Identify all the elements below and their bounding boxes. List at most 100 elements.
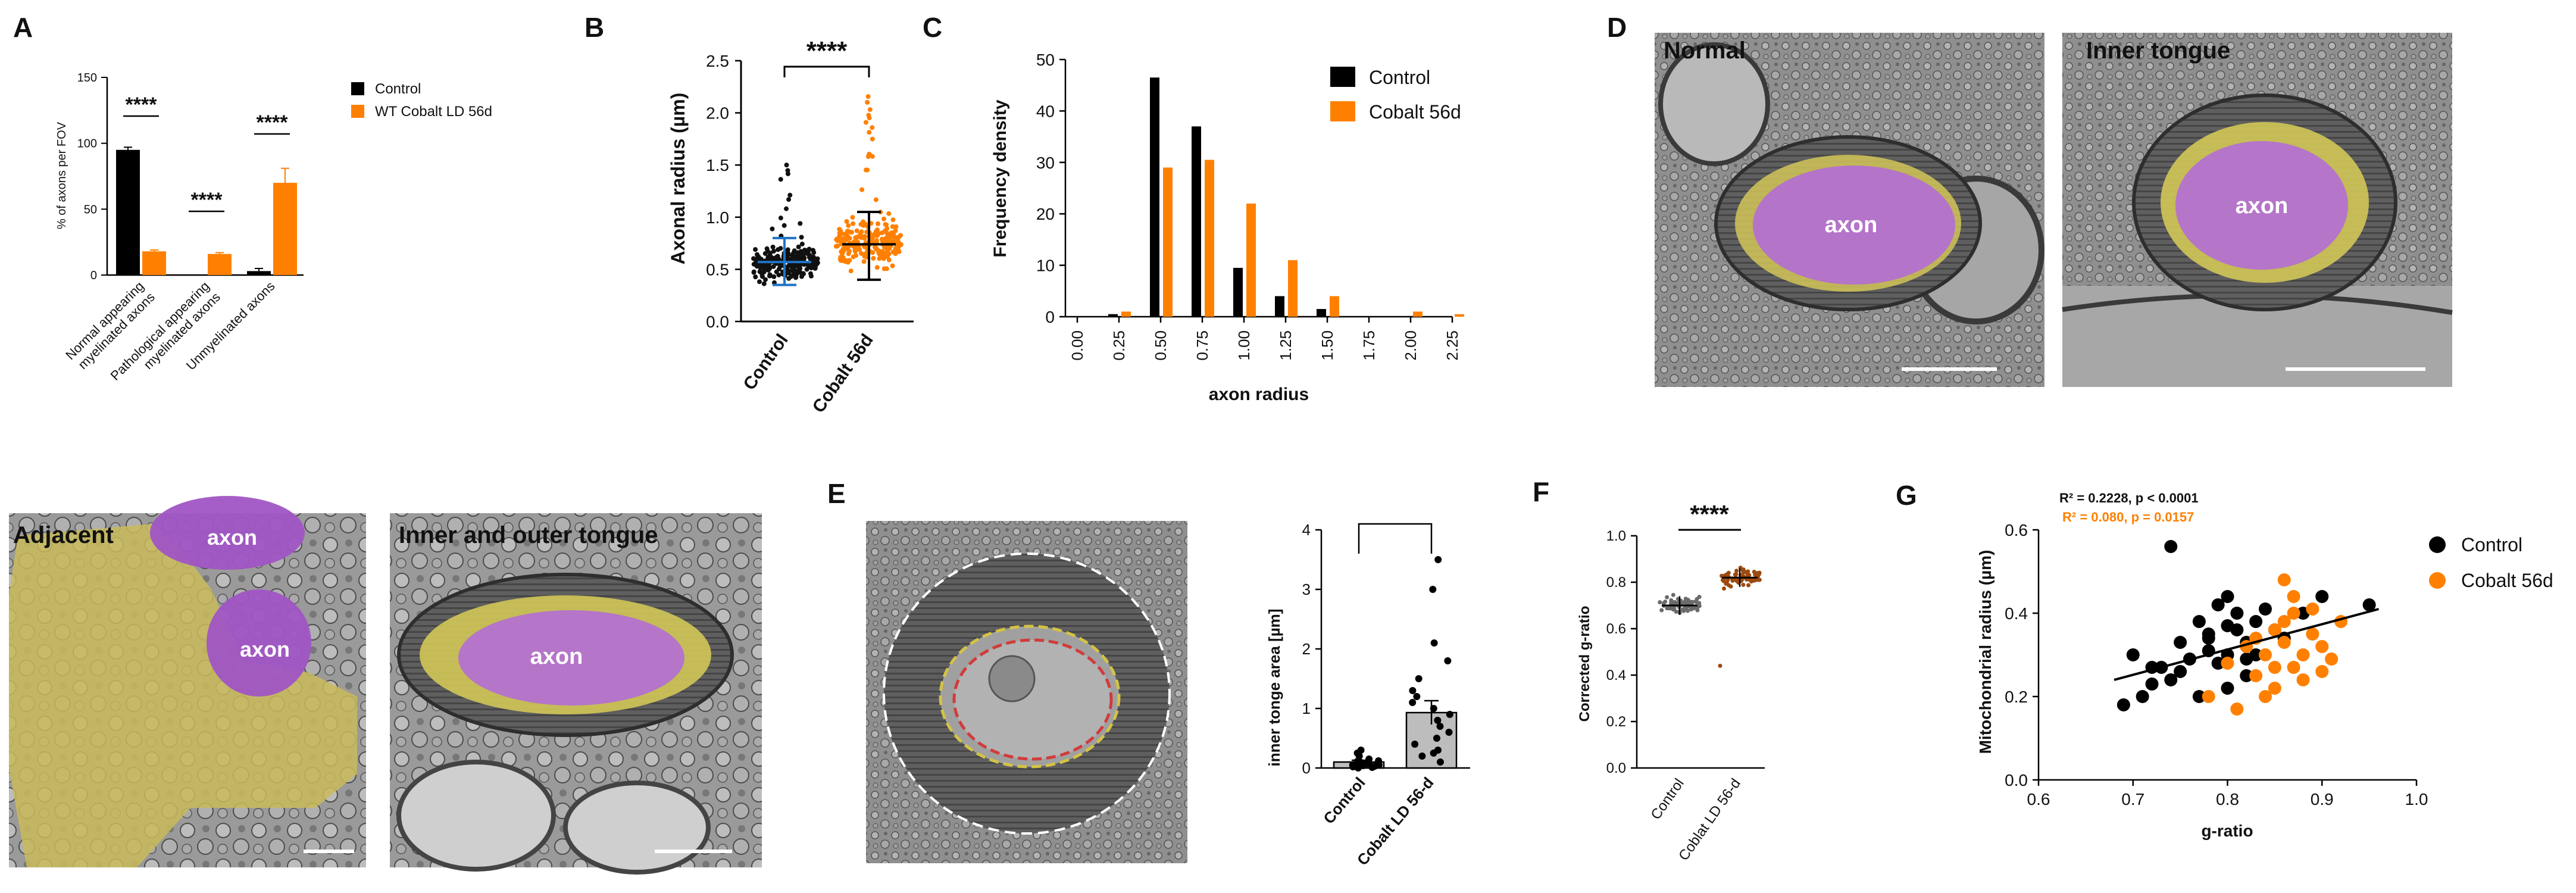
panel-g-point (2306, 602, 2319, 616)
panel-b-point (877, 251, 882, 257)
panel-b-point (850, 215, 855, 220)
panel-g-x-tick-label: 0.9 (2311, 790, 2334, 808)
panel-f-scatter-plot: Corrected g-ratio 0.0 0.2 0.4 0.6 0.8 1.0 ***… (1577, 500, 1765, 864)
panel-g-point (2315, 665, 2329, 678)
panel-b-point (856, 247, 862, 252)
panel-b-point (767, 273, 772, 279)
panel-c-bar (1192, 126, 1201, 317)
panel-b-point (787, 192, 793, 198)
panel-b-point (778, 246, 783, 251)
panel-b-point (798, 221, 803, 226)
panel-b-point (870, 136, 875, 142)
panel-c-y-tick-label: 40 (1036, 102, 1055, 120)
panel-b-point (843, 258, 849, 263)
panel-b-point (879, 230, 884, 236)
panel-f-y-tick-label: 0.2 (1606, 714, 1626, 730)
panel-c-x-tick-label: 2.25 (1443, 330, 1461, 361)
panel-a-y-tick-label: 50 (84, 203, 97, 216)
panel-g-point (2259, 648, 2272, 661)
panel-b-point (757, 269, 762, 274)
panel-c-histogram: Frequency density 0 10 20 30 40 50 0.00 0.25 0.5… (990, 51, 1464, 404)
panel-b-point (870, 125, 875, 130)
panel-b-point (876, 221, 881, 226)
panel-b-point (883, 236, 889, 241)
panel-f-point (1697, 595, 1702, 600)
panel-c-y-tick-label: 0 (1045, 308, 1055, 326)
panel-c-x-tick-label: 0.75 (1193, 330, 1211, 361)
panel-letter-g: G (1896, 480, 1917, 511)
panel-g-ylabel: Mitochondrial radius (µm) (1976, 550, 1994, 754)
panel-g-point (2306, 627, 2319, 641)
em-axon-label: axon (1825, 213, 1878, 238)
panel-b-point (802, 247, 808, 252)
panel-g-point (2192, 690, 2206, 703)
panel-g-point (2287, 607, 2300, 620)
panel-b-point (859, 187, 865, 192)
panel-g-point (2315, 590, 2329, 603)
panel-b-point (767, 266, 772, 271)
panel-b-point (785, 247, 790, 252)
panel-e-point (1429, 586, 1437, 593)
panel-f-point (1697, 601, 1702, 605)
panel-b-y-tick-label: 2.5 (706, 52, 729, 70)
panel-letter-c: C (923, 12, 942, 43)
panel-letter-e: E (827, 478, 846, 509)
panel-b-point (763, 277, 768, 282)
panel-b-point (793, 255, 798, 261)
panel-g-scatter-plot: Mitochondrial radius (µm) 0.6 0.7 0.8 0.9 1.… (1976, 491, 2553, 840)
panel-b-point (845, 233, 850, 238)
panel-b-point (898, 242, 904, 247)
panel-b-point (761, 281, 767, 286)
panel-b-point (884, 249, 890, 254)
panel-g-point (2268, 661, 2281, 674)
em-axon-label: axon (207, 525, 257, 549)
panel-b-point (865, 94, 871, 99)
panel-g-legend-dot-cobalt (2429, 572, 2446, 589)
panel-b-point (862, 221, 868, 227)
panel-c-bar (1330, 296, 1339, 317)
em-axon-label: axon (530, 644, 583, 669)
panel-b-point (858, 232, 863, 237)
em-axon-label: axon (240, 637, 290, 661)
panel-b-point (890, 217, 896, 223)
panel-a-bar (247, 271, 271, 275)
panel-f-point (1734, 569, 1739, 573)
panel-b-point (854, 228, 859, 233)
panel-b-point (886, 257, 892, 263)
panel-a-y-tick-label: 150 (77, 71, 97, 85)
panel-b-point (761, 267, 767, 273)
panel-b-point (753, 274, 758, 280)
panel-g-point (2230, 702, 2244, 716)
panel-b-point (799, 235, 804, 240)
panel-b-point (890, 263, 895, 268)
panel-c-bar (1163, 167, 1173, 317)
panel-a-bar (116, 149, 140, 275)
panel-g-point (2240, 669, 2253, 682)
panel-g-point (2221, 619, 2234, 632)
axon-overlay (2175, 141, 2348, 270)
panel-b-point (846, 251, 851, 257)
panel-a-bar (182, 275, 205, 276)
panel-b-point (770, 244, 776, 249)
panel-f-point (1741, 582, 1746, 587)
panel-c-bar (1455, 314, 1464, 317)
panel-b-point (789, 274, 794, 279)
panel-c-legend-swatch-control (1330, 67, 1355, 87)
panel-e-y-tick-label: 1 (1302, 700, 1311, 717)
panel-b-point (881, 216, 886, 221)
panel-c-x-tick-label: 0.00 (1068, 330, 1086, 361)
panel-b-point (801, 256, 806, 261)
em-label-inner-outer-tongue: Inner and outer tongue (399, 522, 658, 548)
panel-b-point (806, 246, 812, 252)
panel-b-point (862, 254, 867, 259)
panel-e-point (1430, 639, 1438, 647)
panel-g-point (2249, 615, 2263, 628)
panel-g-point (2287, 661, 2300, 674)
panel-g-point (2277, 636, 2291, 649)
panel-a-y-tick-label: 0 (90, 269, 97, 282)
panel-b-y-tick-label: 1.5 (706, 156, 729, 174)
panel-b-point (866, 113, 871, 118)
panel-e-ylabel: inner tonge area [µm] (1265, 609, 1283, 767)
panel-b-point (778, 216, 783, 221)
panel-f-point (1671, 592, 1675, 597)
